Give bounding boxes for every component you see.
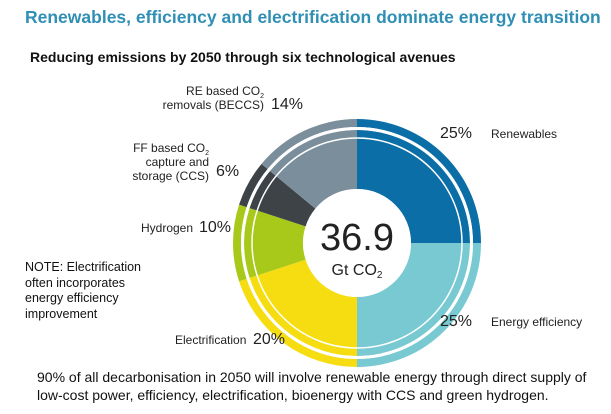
ring-electrification — [239, 278, 357, 367]
slice-hydrogen — [244, 208, 306, 278]
donut-outer-ring — [232, 118, 481, 367]
page-title: Renewables, efficiency and electrificati… — [25, 7, 601, 27]
label-hydrogen: Hydrogen — [141, 221, 193, 235]
donut-center — [303, 189, 411, 297]
pct-electrification: 20% — [253, 331, 285, 348]
pct-energy-efficiency: 25% — [440, 313, 472, 330]
ring-re-based-co-removals-beccs — [261, 118, 357, 170]
svg-text:storage (CCS): storage (CCS) — [132, 169, 209, 183]
slice-re-based-co-removals-beccs — [269, 130, 357, 209]
donut-slices — [244, 130, 470, 356]
ring-energy-efficiency — [357, 243, 481, 367]
slice-ff-based-co-capture-and-storage-ccs — [249, 170, 316, 227]
label-ccs: FF based CO2 capture and storage (CCS) — [132, 141, 209, 183]
pct-ccs: 6% — [216, 163, 239, 180]
footer-summary: 90% of all decarbonisation in 2050 will … — [37, 369, 587, 403]
slice-electrification — [249, 259, 357, 356]
center-unit: Gt CO2 — [332, 262, 383, 281]
pct-hydrogen: 10% — [199, 219, 231, 236]
svg-text:FF based CO2: FF based CO2 — [133, 141, 209, 157]
label-renewables: Renewables — [491, 127, 557, 141]
slice-energy-efficiency — [357, 243, 470, 356]
electrification-note: NOTE: Electrification often incorporates… — [25, 260, 142, 321]
ring-renewables — [357, 119, 481, 243]
donut-inner-ring — [241, 127, 473, 359]
label-beccs: RE based CO2 removals (BECCS) — [163, 84, 264, 112]
chart-subtitle: Reducing emissions by 2050 through six t… — [30, 49, 456, 65]
inner-accent-ring — [251, 137, 463, 349]
ring-hydrogen — [232, 204, 247, 282]
ring-separator — [241, 127, 473, 359]
pct-beccs: 14% — [271, 96, 303, 113]
label-electrification: Electrification — [175, 333, 246, 347]
ring-ff-based-co-capture-and-storage-ccs — [239, 163, 268, 208]
slice-renewables — [357, 130, 470, 243]
pct-renewables: 25% — [440, 125, 472, 142]
svg-text:capture and: capture and — [146, 155, 209, 169]
label-energy-efficiency: Energy efficiency — [491, 315, 582, 329]
segment-labels: 25% Renewables 25% Energy efficiency Ele… — [132, 84, 582, 348]
svg-text:RE based CO2: RE based CO2 — [186, 84, 264, 100]
svg-text:removals (BECCS): removals (BECCS) — [163, 98, 264, 112]
center-value: 36.9 — [320, 217, 394, 259]
